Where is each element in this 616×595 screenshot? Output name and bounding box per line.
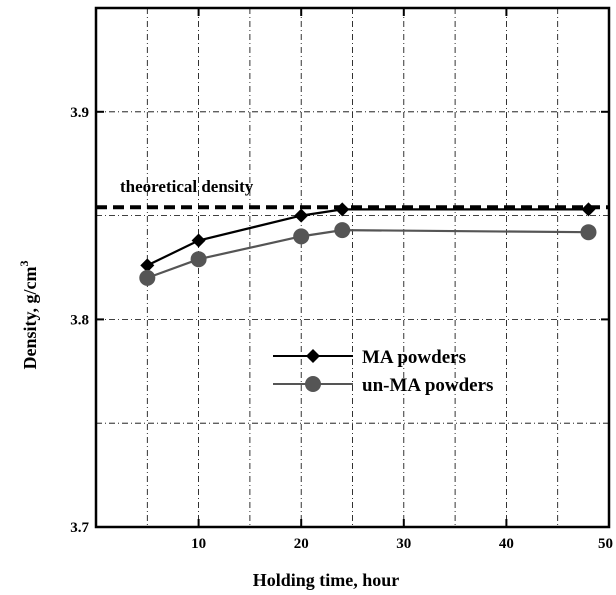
data-point-unma	[334, 222, 351, 239]
x-axis-title: Holding time, hour	[253, 570, 400, 590]
data-point-unma	[139, 269, 156, 286]
legend: MA powders un-MA powders	[273, 347, 493, 396]
grid-lines	[96, 8, 609, 527]
data-point-ma	[335, 202, 350, 217]
legend-label-unma: un-MA powders	[362, 375, 493, 396]
data-point-unma	[293, 228, 310, 245]
data-point-ma	[140, 258, 155, 273]
y-tick-label: 3.7	[70, 520, 89, 536]
x-tick-label: 20	[294, 536, 309, 552]
y-axis-title: Density, g/cm3	[17, 261, 40, 370]
plot-frame	[94, 6, 611, 529]
x-tick-label: 10	[191, 536, 206, 552]
x-tick-label: 40	[499, 536, 514, 552]
data-point-unma	[580, 224, 597, 241]
data-point-unma	[190, 251, 207, 268]
series-group	[139, 202, 597, 286]
x-tick-label: 30	[396, 536, 411, 552]
data-point-ma	[294, 208, 309, 223]
y-tick-label: 3.9	[70, 105, 89, 121]
series-line-ma	[146, 208, 589, 267]
y-axis-title-text: Density, g/cm	[20, 267, 40, 370]
x-tick-label: 50	[598, 536, 613, 552]
theoretical-density-label: theoretical density	[120, 177, 254, 196]
legend-marker-ma	[306, 349, 320, 363]
data-point-ma	[191, 233, 206, 248]
y-tick-label: 3.8	[70, 312, 89, 328]
y-axis-title-superscript: 3	[17, 261, 31, 267]
legend-label-ma: MA powders	[362, 347, 466, 368]
data-point-ma	[581, 202, 596, 217]
axis-ticks: 10 20 30 40 50 3.7 3.8 3.9	[70, 8, 613, 552]
legend-marker-unma	[305, 376, 321, 392]
